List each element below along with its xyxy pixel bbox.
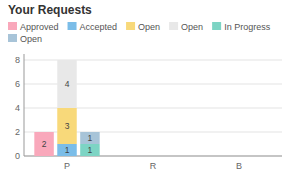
y-tick-label: 8 [15, 55, 20, 65]
bar-segment [120, 156, 139, 157]
legend-item: In Progress [212, 22, 271, 32]
legend-item: Approved [8, 22, 59, 32]
legend-swatch [8, 22, 17, 30]
bar-segment [57, 144, 76, 156]
data-label: 3 [65, 121, 70, 131]
bar-segment [252, 156, 271, 157]
y-tick-label: 6 [15, 79, 20, 89]
y-axis: 0 2 4 6 8 [15, 54, 282, 161]
legend-label: Open [20, 34, 42, 44]
x-tick-label: P [64, 161, 70, 171]
chart: Your Requests Approved Accepted Open Open In … [0, 0, 290, 174]
bar-segment [206, 156, 225, 157]
legend-swatch [68, 22, 77, 30]
bar-segment [143, 156, 162, 157]
legend-item: Open [169, 22, 203, 32]
bar-segment [57, 108, 76, 144]
legend: Approved Accepted Open Open In Progress Open [8, 22, 271, 44]
title: Your Requests [8, 3, 92, 17]
legend-item: Open [126, 22, 160, 32]
bar-segment [166, 156, 185, 157]
bar-segment [143, 156, 162, 157]
y-tick-label: 0 [15, 151, 20, 161]
legend-swatch [169, 22, 178, 30]
bar-segment [166, 156, 185, 157]
legend-swatch [212, 22, 221, 30]
legend-label: Open [138, 22, 160, 32]
bar-segment [229, 156, 248, 157]
bar-segment [229, 156, 248, 157]
y-tick-label: 4 [15, 103, 20, 113]
x-tick-label: R [150, 161, 157, 171]
legend-swatch [8, 34, 17, 42]
bar-segment [57, 60, 76, 108]
bar-segment [80, 144, 99, 156]
bar-segment [34, 132, 53, 156]
bar-segment [143, 156, 162, 157]
legend-item: Accepted [68, 22, 118, 32]
legend-item: Open [8, 34, 42, 44]
y-tick-label: 2 [15, 127, 20, 137]
legend-label: Open [181, 22, 203, 32]
data-labels: 2 1 3 4 1 1 [42, 79, 93, 155]
legend-swatch [126, 22, 135, 30]
data-label: 1 [88, 133, 93, 143]
data-label: 4 [65, 79, 70, 89]
data-label: 2 [42, 139, 47, 149]
data-label: 1 [88, 145, 93, 155]
bar-segment [80, 132, 99, 144]
y-axis-line [24, 54, 25, 156]
x-tick-label: B [236, 161, 242, 171]
legend-label: In Progress [224, 22, 271, 32]
legend-label: Accepted [80, 22, 118, 32]
bar-segment [252, 156, 271, 157]
bar-segment [229, 156, 248, 157]
bars [34, 60, 99, 156]
data-label: 1 [65, 145, 70, 155]
legend-label: Approved [20, 22, 59, 32]
